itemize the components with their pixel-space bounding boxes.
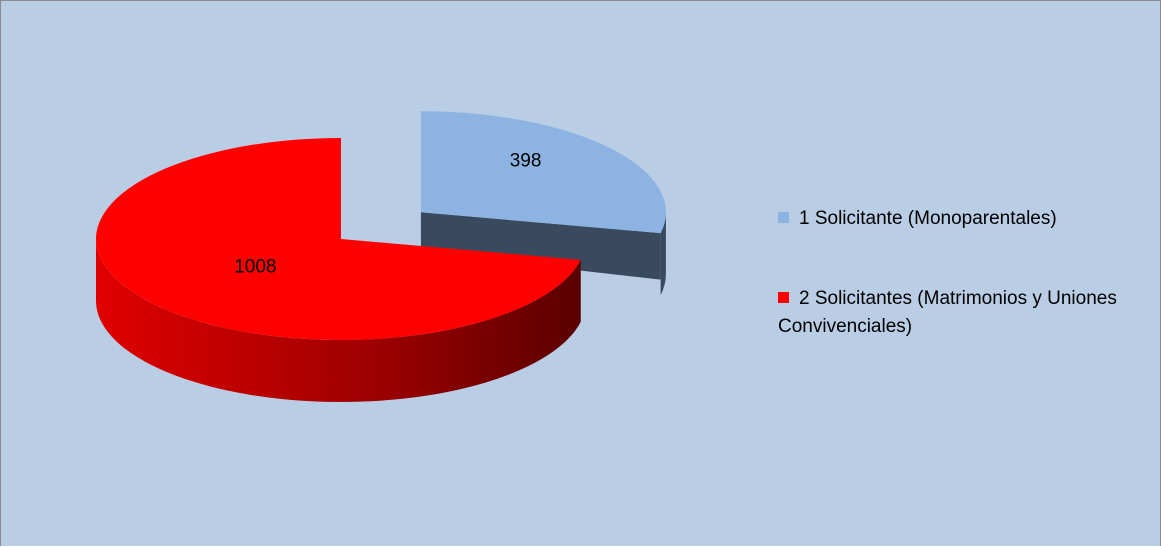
data-label: 398 [510, 150, 542, 171]
slice-side [96, 239, 581, 402]
legend-swatch [778, 292, 789, 303]
data-label: 1008 [234, 257, 276, 278]
slice-side [660, 212, 666, 296]
slice [420, 111, 666, 234]
legend-swatch [778, 212, 789, 223]
slice [95, 138, 581, 340]
legend-label: 1 Solicitante (Monoparentales) [799, 208, 1057, 229]
legend-label: 2 Solicitantes (Matrimonios y Uniones Co… [778, 288, 1117, 337]
legend-entry: 2 Solicitantes (Matrimonios y Uniones Co… [778, 285, 1128, 341]
legend-entry: 1 Solicitante (Monoparentales) [778, 205, 1128, 233]
slice-wall [420, 212, 661, 280]
